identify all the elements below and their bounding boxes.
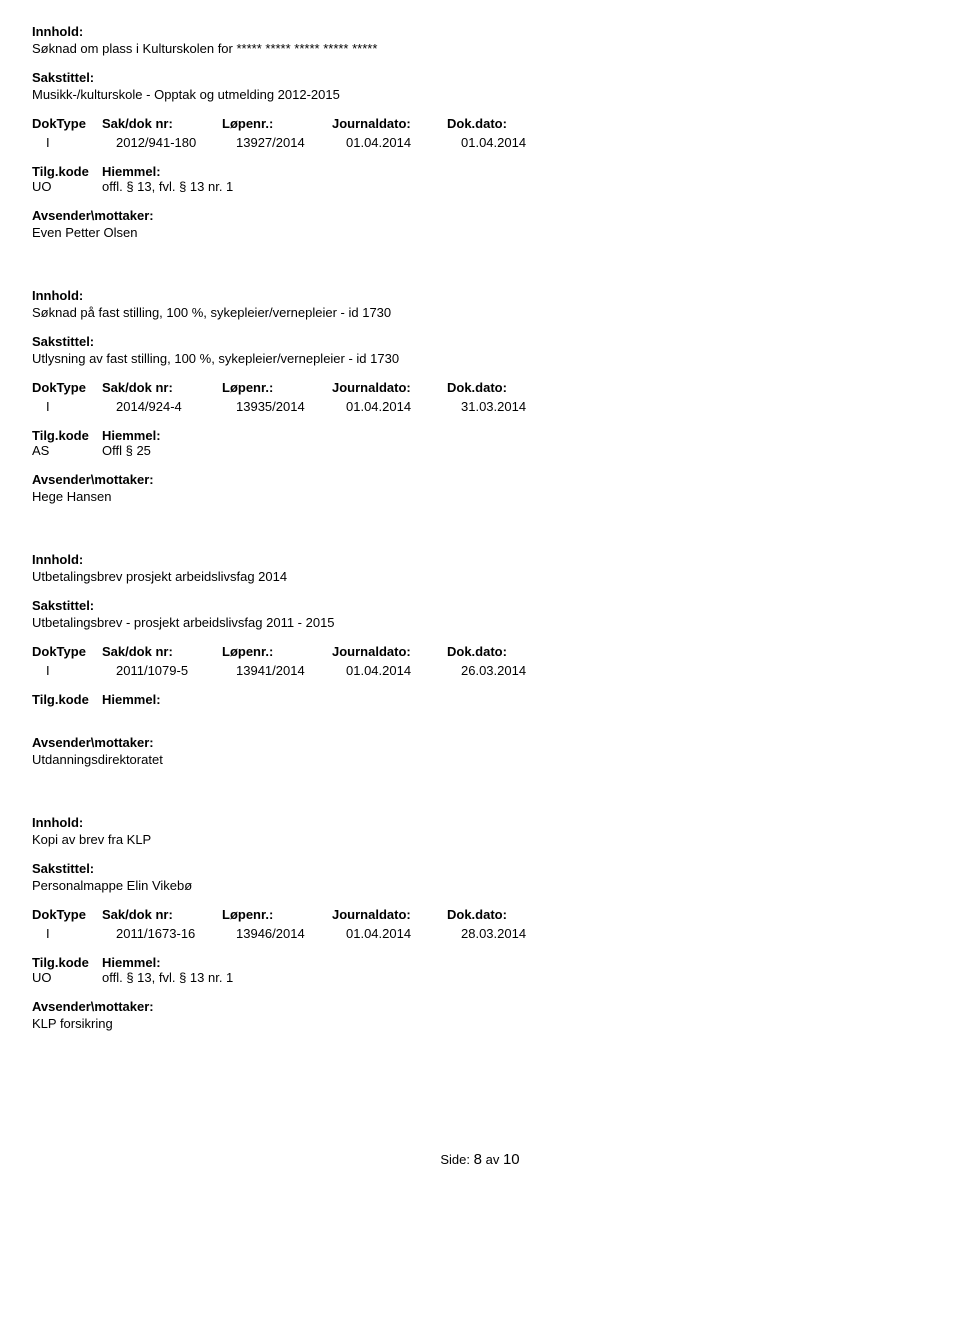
tilgkode-value: UO [32,179,102,194]
row-data: I 2011/1673-16 13946/2014 01.04.2014 28.… [32,926,928,941]
tilg-row: Tilg.kode UO Hiemmel: offl. § 13, fvl. §… [32,164,928,194]
journal-record: Innhold: Søknad om plass i Kulturskolen … [32,24,928,240]
lopenr-value: 13946/2014 [236,926,346,941]
hiemmel-value: offl. § 13, fvl. § 13 nr. 1 [102,970,928,985]
jdato-value: 01.04.2014 [346,135,461,150]
ddato-value: 31.03.2014 [461,399,571,414]
avsender-label: Avsender\mottaker: [32,472,928,487]
sakstittel-label: Sakstittel: [32,334,928,349]
tilgkode-label: Tilg.kode [32,428,102,443]
col-sakdok-header: Sak/dok nr: [102,644,222,659]
row-header: DokType Sak/dok nr: Løpenr.: Journaldato… [32,116,928,131]
lopenr-value: 13935/2014 [236,399,346,414]
avsender-label: Avsender\mottaker: [32,208,928,223]
tilgkode-label: Tilg.kode [32,164,102,179]
sakstittel-label: Sakstittel: [32,861,928,876]
innhold-text: Søknad på fast stilling, 100 %, sykeplei… [32,305,928,320]
col-jdato-header: Journaldato: [332,907,447,922]
avsender-value: KLP forsikring [32,1016,928,1031]
col-doktype-header: DokType [32,644,102,659]
col-lopenr-header: Løpenr.: [222,907,332,922]
col-ddato-header: Dok.dato: [447,380,557,395]
sakdok-value: 2011/1079-5 [116,663,236,678]
row-header: DokType Sak/dok nr: Løpenr.: Journaldato… [32,907,928,922]
journal-record: Innhold: Kopi av brev fra KLP Sakstittel… [32,815,928,1031]
doktype-value: I [32,135,116,150]
tilgkode-label: Tilg.kode [32,692,102,707]
tilg-row: Tilg.kode AS Hiemmel: Offl § 25 [32,428,928,458]
hiemmel-label: Hiemmel: [102,428,928,443]
ddato-value: 01.04.2014 [461,135,571,150]
jdato-value: 01.04.2014 [346,399,461,414]
col-ddato-header: Dok.dato: [447,116,557,131]
tilgkode-label: Tilg.kode [32,955,102,970]
tilg-row: Tilg.kode UO Hiemmel: offl. § 13, fvl. §… [32,955,928,985]
col-lopenr-header: Løpenr.: [222,380,332,395]
doktype-value: I [32,663,116,678]
journal-record: Innhold: Søknad på fast stilling, 100 %,… [32,288,928,504]
ddato-value: 28.03.2014 [461,926,571,941]
col-sakdok-header: Sak/dok nr: [102,116,222,131]
innhold-label: Innhold: [32,24,928,39]
row-data: I 2012/941-180 13927/2014 01.04.2014 01.… [32,135,928,150]
doktype-value: I [32,926,116,941]
col-doktype-header: DokType [32,116,102,131]
sakstittel-text: Personalmappe Elin Vikebø [32,878,928,893]
hiemmel-value: Offl § 25 [102,443,928,458]
sakdok-value: 2014/924-4 [116,399,236,414]
innhold-label: Innhold: [32,552,928,567]
avsender-label: Avsender\mottaker: [32,735,928,750]
tilgkode-value: AS [32,443,102,458]
sakstittel-label: Sakstittel: [32,70,928,85]
page-total: 10 [503,1151,520,1168]
row-header: DokType Sak/dok nr: Løpenr.: Journaldato… [32,380,928,395]
col-ddato-header: Dok.dato: [447,644,557,659]
col-jdato-header: Journaldato: [332,380,447,395]
lopenr-value: 13941/2014 [236,663,346,678]
ddato-value: 26.03.2014 [461,663,571,678]
col-jdato-header: Journaldato: [332,644,447,659]
row-data: I 2011/1079-5 13941/2014 01.04.2014 26.0… [32,663,928,678]
col-doktype-header: DokType [32,907,102,922]
sakstittel-label: Sakstittel: [32,598,928,613]
hiemmel-label: Hiemmel: [102,955,928,970]
innhold-text: Kopi av brev fra KLP [32,832,928,847]
sakdok-value: 2012/941-180 [116,135,236,150]
lopenr-value: 13927/2014 [236,135,346,150]
col-lopenr-header: Løpenr.: [222,644,332,659]
page-number: 8 [474,1151,482,1168]
avsender-value: Hege Hansen [32,489,928,504]
innhold-text: Utbetalingsbrev prosjekt arbeidslivsfag … [32,569,928,584]
doktype-value: I [32,399,116,414]
page-footer: Side: 8 av 10 [32,1151,928,1168]
tilg-row: Tilg.kode Hiemmel: [32,692,928,707]
avsender-value: Even Petter Olsen [32,225,928,240]
col-ddato-header: Dok.dato: [447,907,557,922]
row-data: I 2014/924-4 13935/2014 01.04.2014 31.03… [32,399,928,414]
hiemmel-label: Hiemmel: [102,164,928,179]
avsender-value: Utdanningsdirektoratet [32,752,928,767]
sakdok-value: 2011/1673-16 [116,926,236,941]
sakstittel-text: Utlysning av fast stilling, 100 %, sykep… [32,351,928,366]
col-lopenr-header: Løpenr.: [222,116,332,131]
col-sakdok-header: Sak/dok nr: [102,380,222,395]
avsender-label: Avsender\mottaker: [32,999,928,1014]
jdato-value: 01.04.2014 [346,926,461,941]
col-jdato-header: Journaldato: [332,116,447,131]
innhold-label: Innhold: [32,288,928,303]
jdato-value: 01.04.2014 [346,663,461,678]
side-label: Side: [440,1152,470,1167]
journal-record: Innhold: Utbetalingsbrev prosjekt arbeid… [32,552,928,767]
sakstittel-text: Utbetalingsbrev - prosjekt arbeidslivsfa… [32,615,928,630]
row-header: DokType Sak/dok nr: Løpenr.: Journaldato… [32,644,928,659]
tilgkode-value: UO [32,970,102,985]
col-sakdok-header: Sak/dok nr: [102,907,222,922]
av-label: av [486,1152,500,1167]
hiemmel-value: offl. § 13, fvl. § 13 nr. 1 [102,179,928,194]
innhold-text: Søknad om plass i Kulturskolen for *****… [32,41,928,56]
innhold-label: Innhold: [32,815,928,830]
sakstittel-text: Musikk-/kulturskole - Opptak og utmeldin… [32,87,928,102]
hiemmel-label: Hiemmel: [102,692,928,707]
col-doktype-header: DokType [32,380,102,395]
